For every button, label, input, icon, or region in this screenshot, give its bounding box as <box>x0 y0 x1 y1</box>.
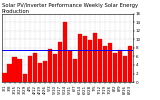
Bar <box>2 73 7 82</box>
Bar <box>73 59 77 82</box>
Bar <box>17 59 22 82</box>
Bar <box>93 33 97 82</box>
Bar <box>32 53 37 82</box>
Bar <box>88 40 92 82</box>
Bar <box>8 64 12 82</box>
Bar <box>12 57 17 82</box>
Bar <box>43 61 47 82</box>
Bar <box>52 54 57 82</box>
Bar <box>103 46 107 82</box>
Bar <box>78 34 82 82</box>
Bar <box>113 53 117 82</box>
Bar <box>48 49 52 82</box>
Bar <box>118 50 122 82</box>
Bar <box>123 56 127 82</box>
Bar <box>28 56 32 82</box>
Bar <box>128 46 132 82</box>
Bar <box>68 51 72 82</box>
Bar <box>38 63 42 82</box>
Bar <box>108 43 112 82</box>
Text: Solar PV/Inverter Performance Weekly Solar Energy Production: Solar PV/Inverter Performance Weekly Sol… <box>2 3 138 14</box>
Bar <box>58 42 62 82</box>
Bar <box>63 22 67 82</box>
Bar <box>98 39 102 82</box>
Bar <box>23 74 27 82</box>
Bar <box>83 36 87 82</box>
